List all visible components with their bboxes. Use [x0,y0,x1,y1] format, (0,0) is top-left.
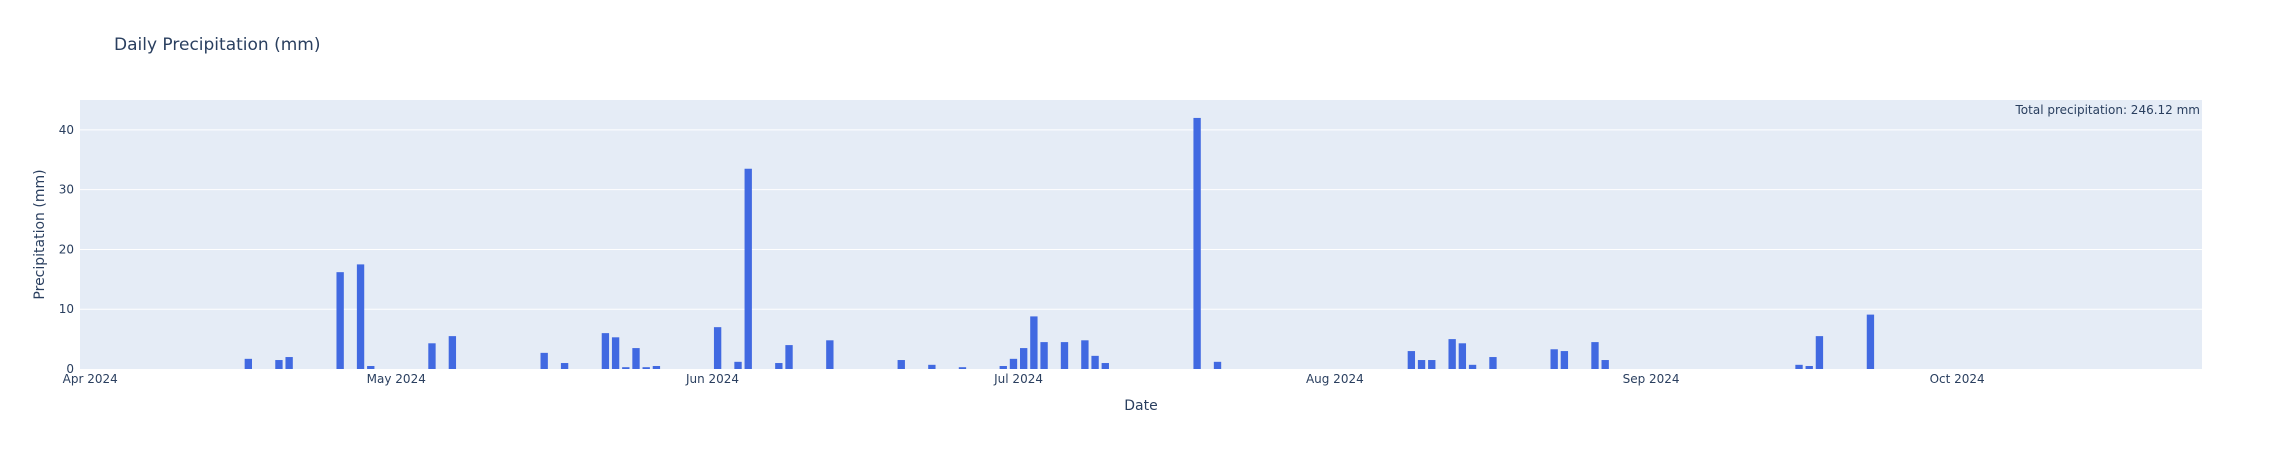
precipitation-bar [1101,363,1109,369]
precipitation-bar [428,343,436,369]
precipitation-bar [285,357,293,369]
precipitation-bar [1428,360,1436,369]
precipitation-bar [958,367,967,369]
precipitation-bar [999,366,1007,369]
precipitation-bar [1020,348,1028,369]
precipitation-bar [1060,342,1069,369]
x-tick-label: Jun 2024 [685,372,739,386]
precipitation-bar [1081,340,1089,369]
precipitation-bar [367,366,375,369]
x-tick-label: Sep 2024 [1623,372,1680,386]
gridlines [80,129,2202,310]
precipitation-bar [1489,357,1497,369]
precipitation-bar [713,327,722,369]
precipitation-bar [611,337,620,369]
precipitation-bar [1550,349,1558,369]
precipitation-bar [897,360,905,369]
plot-area [80,100,2202,369]
precipitation-bar [1795,364,1803,369]
precipitation-bar [1448,339,1456,369]
precipitation-bar [928,364,936,369]
y-tick-label: 40 [59,123,74,137]
precipitation-bar [275,360,283,369]
precipitation-bar [1458,343,1467,369]
precipitation-bar [1040,342,1048,369]
precipitation-bar [1407,351,1416,369]
y-tick-label: 0 [66,362,74,376]
chart-title: Daily Precipitation (mm) [114,35,320,55]
x-tick-label: May 2024 [367,372,426,386]
precipitation-bar [1866,314,1875,369]
precipitation-bar [775,363,783,369]
precipitation-bar [1030,316,1038,369]
x-tick-label: Aug 2024 [1306,372,1364,386]
precipitation-bar [1815,336,1824,369]
precipitation-bar [652,366,661,369]
precipitation-bar [1468,364,1477,369]
precipitation-bar [336,272,344,369]
y-tick-label: 30 [59,183,74,197]
precipitation-bar [560,363,569,369]
precipitation-bar [540,352,548,369]
precipitation-bar [601,333,610,369]
precipitation-bar [622,367,630,369]
precipitation-bar [1009,358,1018,369]
precipitation-bar [826,340,834,369]
precipitation-bar [744,168,752,369]
precipitation-bar [448,336,457,369]
y-tick-label: 10 [59,302,74,316]
precipitation-bar [734,361,742,369]
x-tick-label: Jul 2024 [993,372,1043,386]
precipitation-bar [1193,117,1201,369]
x-axis-ticks: Apr 2024 May 2024 Jun 2024 Jul 2024 Aug 2024… [63,372,1985,386]
precipitation-bar [1213,361,1222,369]
x-tick-label: Apr 2024 [63,372,118,386]
y-tick-label: 20 [59,242,74,256]
precipitation-bar [1805,366,1813,369]
y-axis-title: Precipitation (mm) [32,169,48,299]
precipitation-bar [244,358,253,369]
precipitation-bar [1091,355,1099,369]
y-axis-ticks: 0 10 20 30 40 [59,123,74,376]
total-precipitation-annotation: Total precipitation: 246.12 mm [2015,103,2200,117]
precipitation-bar [642,367,650,369]
precipitation-bar [632,348,640,369]
x-tick-label: Oct 2024 [1930,372,1985,386]
precipitation-bar [785,345,793,369]
precipitation-bar [1591,342,1599,369]
bars [244,117,1875,369]
precipitation-bar [1560,351,1569,369]
x-axis-title: Date [1124,398,1157,414]
precipitation-bar [356,264,365,369]
precipitation-bar [1417,360,1426,369]
precipitation-bar [1601,360,1609,369]
